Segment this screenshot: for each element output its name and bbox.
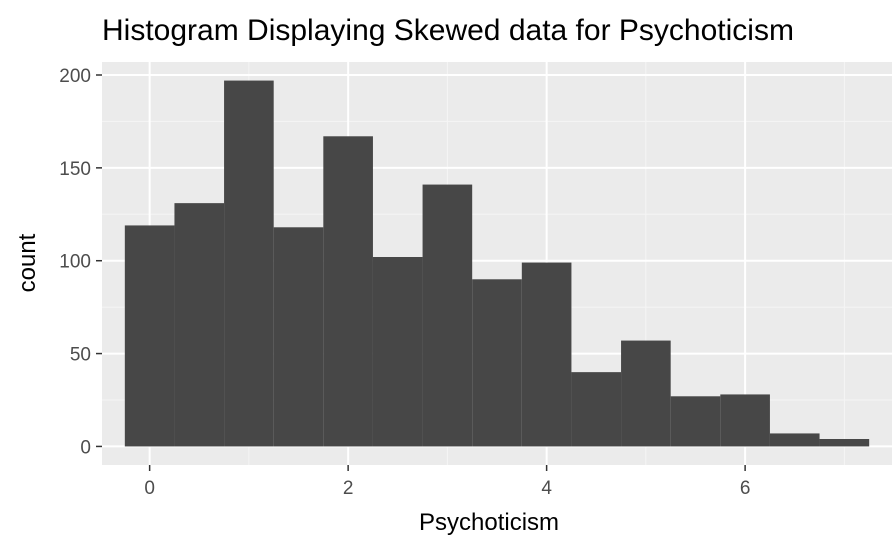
histogram-bar	[819, 439, 870, 447]
x-tick-label: 0	[144, 478, 155, 499]
histogram-bar	[422, 184, 473, 447]
histogram-bar	[224, 80, 274, 447]
x-axis: 0 2 4 6	[144, 465, 750, 499]
x-tick-label: 6	[740, 478, 751, 499]
histogram-bar	[273, 227, 324, 447]
chart-title: Histogram Displaying Skewed data for Psy…	[102, 14, 794, 47]
y-tick-label: 200	[59, 66, 91, 87]
histogram-bar	[472, 279, 522, 447]
histogram-bar	[769, 433, 820, 447]
histogram-bar	[571, 372, 622, 447]
histogram-bar	[323, 136, 373, 447]
x-axis-title: Psychoticism	[419, 509, 559, 536]
histogram-bar	[174, 203, 225, 447]
histogram-bar	[720, 394, 770, 447]
y-tick-label: 100	[59, 252, 91, 273]
histogram-bar	[521, 262, 572, 447]
histogram-bar	[670, 396, 721, 447]
y-tick-label: 0	[80, 437, 91, 458]
x-tick-label: 4	[541, 478, 552, 499]
histogram-bar	[621, 340, 671, 447]
histogram-bar	[124, 225, 175, 447]
y-axis-title: count	[14, 233, 41, 292]
histogram-bar	[372, 257, 423, 447]
y-tick-label: 150	[59, 159, 91, 180]
x-tick-label: 2	[343, 478, 354, 499]
histogram-bars	[124, 80, 870, 447]
y-axis: 0 50 100 150 200	[59, 66, 102, 458]
y-tick-label: 50	[70, 345, 91, 366]
